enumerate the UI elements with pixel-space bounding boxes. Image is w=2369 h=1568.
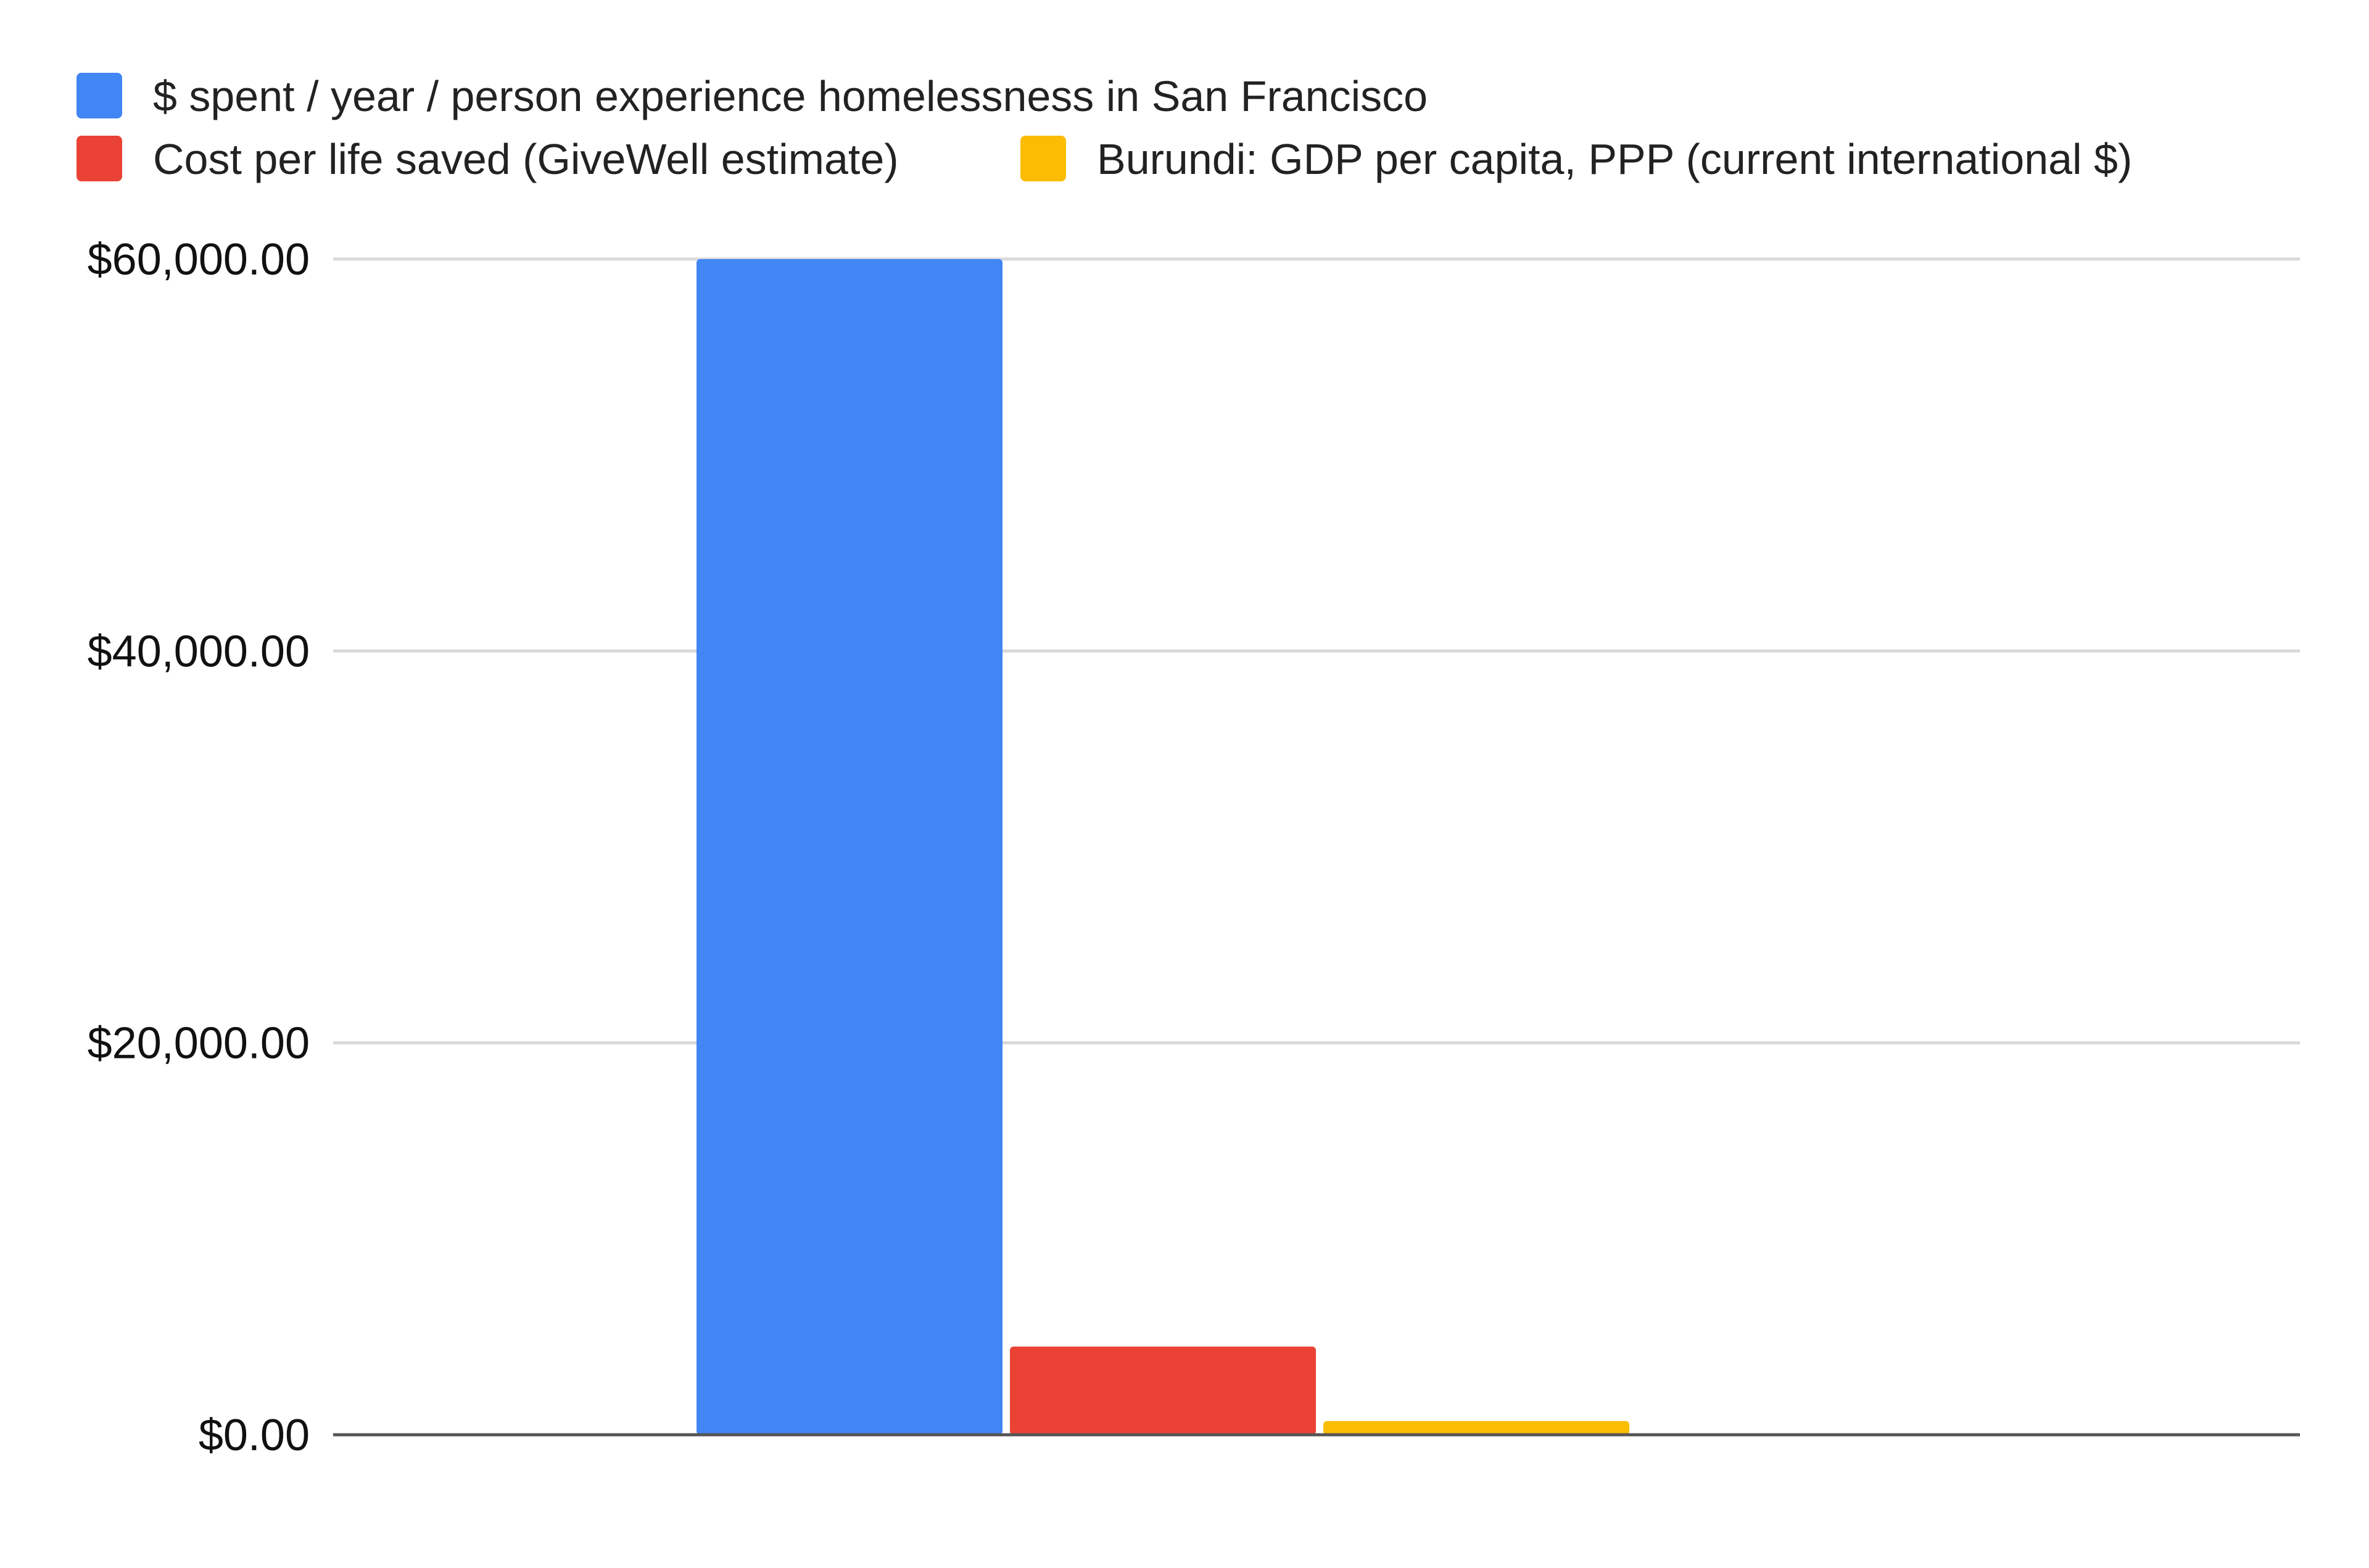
legend-swatch (76, 136, 122, 181)
legend-label: $ spent / year / person experience homel… (153, 72, 1428, 120)
y-tick-label: $40,000.00 (88, 627, 310, 676)
legend-label: Burundi: GDP per capita, PPP (current in… (1097, 135, 2132, 183)
y-tick-label: $60,000.00 (88, 235, 310, 284)
legend: $ spent / year / person experience homel… (76, 72, 2132, 183)
bar-series-1 (697, 259, 1003, 1435)
legend-label: Cost per life saved (GiveWell estimate) (153, 135, 899, 183)
bars (697, 259, 1629, 1435)
legend-swatch (1020, 136, 1066, 181)
legend-swatch (76, 73, 122, 118)
bar-series-2 (1010, 1347, 1316, 1435)
y-axis-tick-labels: $0.00 $20,000.00 $40,000.00 $60,000.00 (88, 235, 310, 1460)
y-tick-label: $0.00 (199, 1411, 310, 1460)
y-tick-label: $20,000.00 (88, 1019, 310, 1068)
bar-series-3 (1323, 1421, 1629, 1435)
gridlines (333, 257, 2300, 1045)
